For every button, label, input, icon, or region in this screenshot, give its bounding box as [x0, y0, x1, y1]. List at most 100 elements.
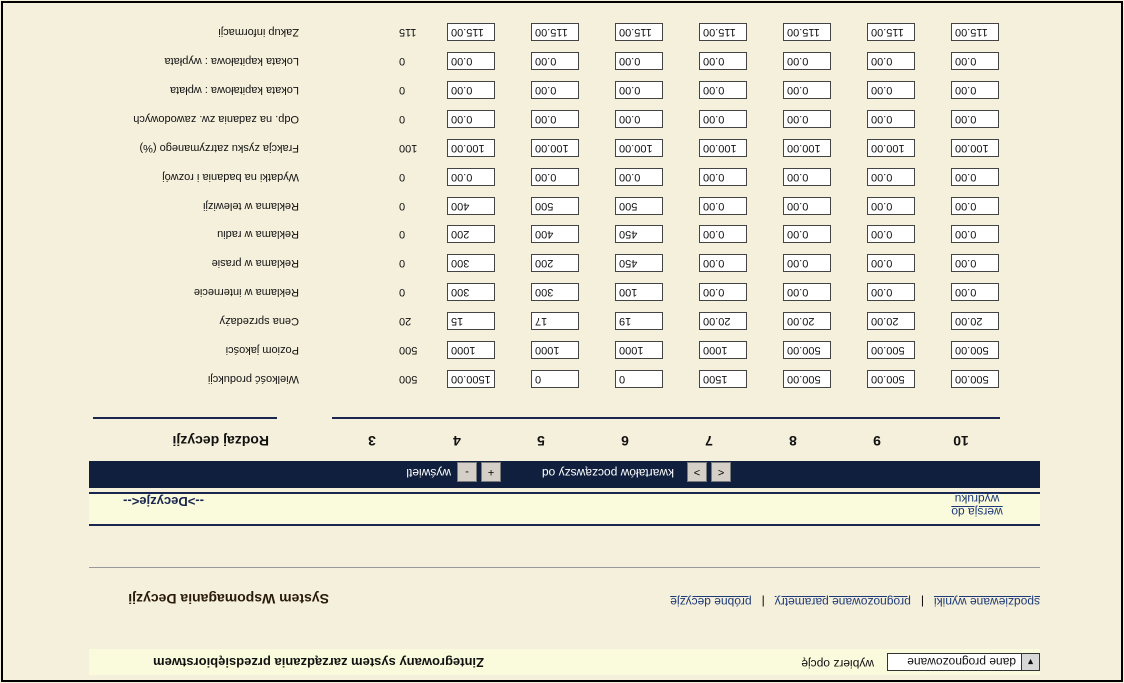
decision-input[interactable]: 115.00: [951, 23, 999, 42]
decision-input[interactable]: 100.00: [531, 138, 579, 157]
decision-input[interactable]: 400: [531, 225, 579, 244]
decision-input[interactable]: 1000: [699, 341, 747, 360]
decision-input[interactable]: 0.00: [867, 81, 915, 99]
decision-input[interactable]: 100.00: [867, 138, 915, 157]
decision-input[interactable]: 0.00: [699, 109, 747, 128]
decision-input[interactable]: 0.00: [951, 283, 999, 302]
decision-input[interactable]: 0.00: [951, 52, 999, 71]
decision-input[interactable]: 0.00: [951, 196, 999, 215]
decision-input[interactable]: 0.00: [783, 225, 831, 244]
decision-input[interactable]: 100: [615, 283, 663, 302]
decision-input[interactable]: 115.00: [783, 23, 831, 42]
decision-input[interactable]: 0.00: [951, 167, 999, 186]
decision-input[interactable]: 0.00: [531, 167, 579, 186]
decision-input[interactable]: 115.00: [699, 23, 747, 42]
decision-input[interactable]: 19: [615, 312, 663, 331]
decision-input[interactable]: 200: [447, 225, 495, 244]
decision-input[interactable]: 0.00: [867, 52, 915, 71]
decision-input[interactable]: 115.00: [867, 23, 915, 42]
decision-input[interactable]: 500.00: [951, 341, 999, 360]
decision-input[interactable]: 0: [531, 370, 579, 388]
decision-input[interactable]: 0.00: [951, 225, 999, 244]
decision-input[interactable]: 0.00: [699, 254, 747, 273]
decision-input[interactable]: 0.00: [783, 81, 831, 99]
decision-input[interactable]: 0.00: [447, 52, 495, 71]
decision-input[interactable]: 0.00: [867, 225, 915, 244]
decision-input[interactable]: 0.00: [867, 254, 915, 273]
decision-input[interactable]: 0.00: [531, 81, 579, 99]
decision-input[interactable]: 100.00: [447, 138, 495, 157]
nav-link-spodziewane-wyniki[interactable]: spodziewane wyniki: [933, 595, 1040, 609]
decision-input[interactable]: 1000: [447, 341, 495, 360]
decision-input[interactable]: 1000: [531, 341, 579, 360]
decision-input[interactable]: 100.00: [951, 138, 999, 157]
decision-input[interactable]: 0.00: [699, 81, 747, 99]
decision-input[interactable]: 0: [615, 370, 663, 388]
decision-input[interactable]: 0.00: [867, 109, 915, 128]
print-version-link[interactable]: wersja do wydruku: [951, 492, 1003, 519]
decision-input[interactable]: 450: [615, 254, 663, 273]
decision-input[interactable]: 500: [531, 196, 579, 215]
decision-input[interactable]: 100.00: [615, 138, 663, 157]
decision-input[interactable]: 0.00: [951, 109, 999, 128]
decision-input[interactable]: 0.00: [783, 196, 831, 215]
decision-input[interactable]: 0.00: [951, 81, 999, 99]
decision-input[interactable]: 500: [615, 196, 663, 215]
decision-input[interactable]: 0.00: [783, 254, 831, 273]
decision-input[interactable]: 15: [447, 312, 495, 331]
decision-input[interactable]: 0.00: [699, 283, 747, 302]
decision-input[interactable]: 0.00: [699, 167, 747, 186]
decision-input[interactable]: 0.00: [699, 196, 747, 215]
nav-link-prognozowane-parametry[interactable]: prognozowane parametry: [774, 595, 911, 609]
decision-input[interactable]: 500.00: [867, 370, 915, 388]
next-quarter-button[interactable]: >: [687, 462, 707, 482]
decision-input[interactable]: 100.00: [783, 138, 831, 157]
decision-input[interactable]: 200: [531, 254, 579, 273]
decision-input[interactable]: 0.00: [867, 196, 915, 215]
decision-input[interactable]: 500.00: [783, 370, 831, 388]
decision-input[interactable]: 0.00: [615, 81, 663, 99]
option-select[interactable]: ▼ dane prognozowane: [887, 653, 1040, 671]
decision-input[interactable]: 500.00: [783, 341, 831, 360]
decision-input[interactable]: 0.00: [615, 52, 663, 71]
decision-input[interactable]: 0.00: [783, 52, 831, 71]
decision-input[interactable]: 0.00: [447, 109, 495, 128]
decision-input[interactable]: 115.00: [531, 23, 579, 42]
decision-input[interactable]: 20.00: [783, 312, 831, 331]
decision-input[interactable]: 0.00: [699, 52, 747, 71]
prev-quarter-button[interactable]: <: [711, 462, 731, 482]
decision-input[interactable]: 300: [447, 254, 495, 273]
decision-input[interactable]: 1000: [615, 341, 663, 360]
decision-input[interactable]: 400: [447, 196, 495, 215]
decision-input[interactable]: 0.00: [867, 283, 915, 302]
decision-input[interactable]: 0.00: [615, 109, 663, 128]
decision-input[interactable]: 0.00: [783, 283, 831, 302]
decision-input[interactable]: 20.00: [867, 312, 915, 331]
decision-input[interactable]: 1500.00: [447, 370, 495, 388]
decision-input[interactable]: 300: [447, 283, 495, 302]
decision-input[interactable]: 20.00: [951, 312, 999, 331]
nav-link-probne-decyzje[interactable]: próbne decyzje: [670, 595, 752, 609]
chevron-down-icon[interactable]: ▼: [1021, 654, 1039, 670]
decision-input[interactable]: 0.00: [531, 109, 579, 128]
decision-input[interactable]: 100.00: [699, 138, 747, 157]
decision-input[interactable]: 0.00: [783, 167, 831, 186]
minus-button[interactable]: -: [457, 462, 477, 482]
decision-input[interactable]: 0.00: [951, 254, 999, 273]
decision-input[interactable]: 0.00: [615, 167, 663, 186]
decision-input[interactable]: 17: [531, 312, 579, 331]
decision-input[interactable]: 0.00: [699, 225, 747, 244]
decision-input[interactable]: 450: [615, 225, 663, 244]
decision-input[interactable]: 0.00: [447, 167, 495, 186]
decision-input[interactable]: 115.00: [447, 23, 495, 42]
decision-input[interactable]: 300: [531, 283, 579, 302]
plus-button[interactable]: +: [481, 462, 501, 482]
decision-input[interactable]: 0.00: [531, 52, 579, 71]
decision-input[interactable]: 500.00: [951, 370, 999, 388]
decision-input[interactable]: 20.00: [699, 312, 747, 331]
decision-input[interactable]: 115.00: [615, 23, 663, 42]
decision-input[interactable]: 1500: [699, 370, 747, 388]
decision-input[interactable]: 500.00: [867, 341, 915, 360]
decision-input[interactable]: 0.00: [867, 167, 915, 186]
decision-input[interactable]: 0.00: [783, 109, 831, 128]
